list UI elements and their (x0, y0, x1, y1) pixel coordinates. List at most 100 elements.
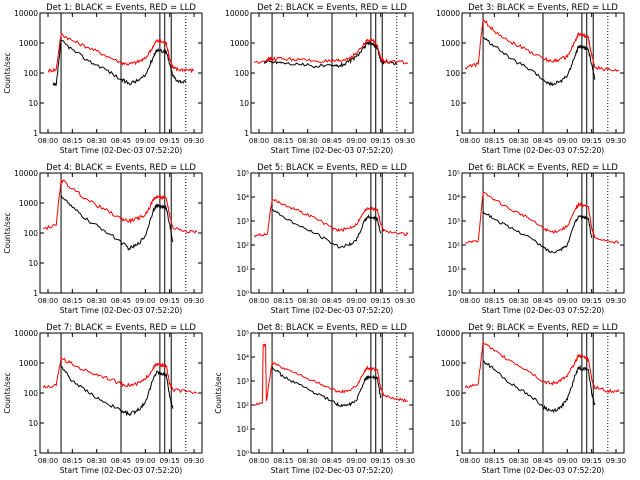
events-series-line (60, 195, 174, 251)
x-axis-label: Start Time (02-Dec-03 07:52:20) (271, 146, 393, 155)
detector-panel: Det 6: BLACK = Events, RED = LLD 10⁰ 10¹ 10… (447, 163, 626, 315)
x-tick-label: 08:15 (484, 137, 504, 145)
y-tick-label: 10¹ (447, 265, 460, 274)
x-tick-label: 08:30 (509, 457, 529, 465)
y-tick-label: 1000 (19, 359, 38, 368)
y-tick-label: 1000 (441, 39, 460, 48)
y-tick-label: 10 (450, 419, 460, 428)
lld-series-line (253, 198, 409, 238)
x-tick-label: 08:45 (322, 457, 342, 465)
y-tick-label: 10⁴ (447, 193, 460, 202)
x-tick-label: 09:30 (395, 457, 415, 465)
x-axis-label: Start Time (02-Dec-03 07:52:20) (271, 306, 393, 315)
lld-series-line (465, 191, 620, 244)
x-tick-label: 08:30 (298, 457, 318, 465)
y-axis-label: Counts/sec (3, 52, 12, 93)
detector-panel: Det 5: BLACK = Events, RED = LLD 10⁰ 10¹ 10… (236, 163, 415, 315)
x-tick-label: 09:00 (346, 297, 366, 305)
events-series-line (482, 211, 593, 254)
y-tick-label: 100 (446, 69, 461, 78)
y-tick-label: 10¹ (236, 425, 249, 434)
lld-series-line (464, 18, 620, 72)
y-tick-label: 10000 (14, 169, 38, 178)
x-tick-label: 08:15 (62, 297, 82, 305)
x-axis-label: Start Time (02-Dec-03 07:52:20) (60, 146, 182, 155)
x-tick-label: 08:00 (38, 297, 58, 305)
detector-panel: Det 9: BLACK = Events, RED = LLD 1 10 100 10… (436, 323, 626, 475)
lld-series-line (254, 342, 409, 406)
events-series-line (482, 37, 596, 87)
panel-title: Det 8: BLACK = Events, RED = LLD (257, 323, 407, 333)
x-tick-label: 08:15 (484, 457, 504, 465)
x-tick-label: 08:00 (460, 137, 480, 145)
y-tick-label: 1000 (19, 39, 38, 48)
detector-panel: Det 3: BLACK = Events, RED = LLD 1 10 100 10… (436, 3, 626, 155)
x-tick-label: 08:30 (298, 297, 318, 305)
x-tick-label: 08:30 (87, 137, 107, 145)
y-tick-label: 10³ (236, 217, 249, 226)
y-tick-label: 10⁴ (236, 353, 249, 362)
x-tick-label: 09:30 (606, 137, 626, 145)
y-tick-label: 1 (244, 129, 249, 138)
y-tick-label: 100 (235, 69, 250, 78)
y-tick-label: 10⁰ (236, 449, 249, 458)
events-series-line (271, 209, 382, 249)
y-tick-label: 1 (33, 289, 38, 298)
x-tick-label: 09:30 (184, 297, 204, 305)
y-tick-label: 1 (33, 449, 38, 458)
y-tick-label: 10000 (225, 9, 249, 18)
x-tick-label: 09:15 (371, 457, 391, 465)
x-tick-label: 09:30 (606, 457, 626, 465)
x-tick-label: 08:45 (111, 297, 131, 305)
y-tick-label: 10 (239, 99, 249, 108)
y-tick-label: 10000 (436, 329, 460, 338)
detector-panel: Det 1: BLACK = Events, RED = LLD 1 10 100 10… (3, 3, 204, 155)
x-tick-label: 09:15 (582, 137, 602, 145)
x-axis-label: Start Time (02-Dec-03 07:52:20) (271, 466, 393, 475)
lld-series-line (47, 33, 194, 74)
y-tick-label: 10 (450, 99, 460, 108)
x-tick-label: 08:00 (249, 137, 269, 145)
x-tick-label: 09:00 (346, 137, 366, 145)
y-tick-label: 1000 (19, 199, 38, 208)
y-tick-label: 1 (455, 129, 460, 138)
y-tick-label: 10 (28, 99, 38, 108)
x-tick-label: 08:00 (249, 297, 269, 305)
detector-panel: Det 7: BLACK = Events, RED = LLD 1 10 100 10… (3, 323, 204, 475)
x-tick-label: 08:45 (111, 457, 131, 465)
y-tick-label: 10⁵ (236, 329, 249, 338)
y-tick-label: 10⁴ (236, 193, 249, 202)
x-tick-label: 08:00 (38, 457, 58, 465)
x-tick-label: 08:15 (62, 137, 82, 145)
x-tick-label: 08:30 (509, 137, 529, 145)
y-tick-label: 10 (28, 259, 38, 268)
x-tick-label: 09:30 (184, 457, 204, 465)
x-tick-label: 08:45 (322, 297, 342, 305)
x-tick-label: 08:30 (87, 297, 107, 305)
panel-title: Det 3: BLACK = Events, RED = LLD (468, 3, 618, 13)
x-tick-label: 08:15 (484, 297, 504, 305)
x-tick-label: 09:30 (395, 137, 415, 145)
panel-title: Det 2: BLACK = Events, RED = LLD (257, 3, 407, 13)
x-tick-label: 08:15 (273, 297, 293, 305)
y-tick-label: 10000 (436, 9, 460, 18)
x-tick-label: 09:00 (346, 457, 366, 465)
x-tick-label: 09:00 (557, 137, 577, 145)
detector-panel: Det 4: BLACK = Events, RED = LLD 1 10 100 10… (3, 163, 204, 315)
x-tick-label: 08:45 (322, 137, 342, 145)
x-axis-label: Start Time (02-Dec-03 07:52:20) (60, 466, 182, 475)
x-tick-label: 09:00 (135, 457, 155, 465)
x-tick-label: 09:30 (606, 297, 626, 305)
y-tick-label: 100 (24, 69, 39, 78)
x-tick-label: 09:30 (395, 297, 415, 305)
y-tick-label: 10⁰ (236, 289, 249, 298)
x-tick-label: 08:15 (62, 457, 82, 465)
x-tick-label: 09:15 (160, 297, 180, 305)
x-tick-label: 09:30 (184, 137, 204, 145)
y-tick-label: 10³ (447, 217, 460, 226)
y-tick-label: 1 (455, 449, 460, 458)
x-tick-label: 08:45 (533, 137, 553, 145)
panel-title: Det 6: BLACK = Events, RED = LLD (468, 163, 618, 173)
y-tick-label: 10¹ (236, 265, 249, 274)
